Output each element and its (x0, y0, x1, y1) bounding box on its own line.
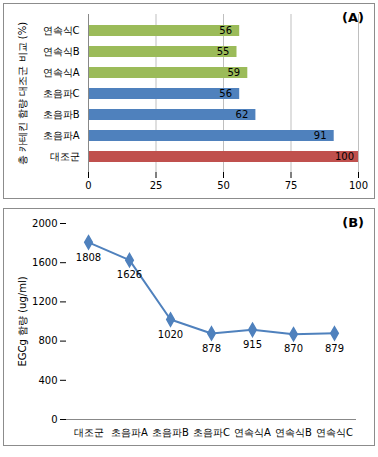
svg-text:50: 50 (217, 180, 230, 191)
svg-text:56: 56 (219, 88, 232, 99)
svg-text:59: 59 (227, 67, 240, 78)
svg-text:1020: 1020 (158, 329, 183, 340)
svg-text:초음파C: 초음파C (193, 427, 230, 438)
svg-text:100: 100 (335, 151, 354, 162)
svg-text:1600: 1600 (32, 257, 57, 268)
html-text:(B): (B) (342, 215, 364, 230)
svg-text:초음파B: 초음파B (43, 109, 80, 120)
svg-text:1200: 1200 (32, 296, 57, 307)
svg-text:55: 55 (217, 46, 230, 57)
svg-text:연속식C: 연속식C (316, 427, 353, 438)
svg-text:연속식A: 연속식A (43, 67, 80, 78)
svg-text:총 카테킨 함량 대조군 비교 (%): 총 카테킨 함량 대조군 비교 (%) (17, 22, 28, 165)
svg-text:연속식A: 연속식A (234, 427, 271, 438)
svg-text:879: 879 (325, 343, 344, 354)
svg-text:400: 400 (38, 375, 57, 386)
svg-text:0: 0 (51, 414, 57, 425)
html-text:(A): (A) (342, 10, 364, 25)
svg-text:25: 25 (150, 180, 163, 191)
svg-text:915: 915 (243, 339, 262, 350)
svg-text:91: 91 (314, 130, 327, 141)
svg-text:2000: 2000 (32, 218, 57, 229)
svg-text:연속식C: 연속식C (43, 25, 80, 36)
svg-text:초음파B: 초음파B (152, 427, 189, 438)
svg-text:62: 62 (236, 109, 249, 120)
svg-text:878: 878 (202, 343, 221, 354)
svg-text:800: 800 (38, 335, 57, 346)
svg-text:75: 75 (285, 180, 298, 191)
svg-text:연속식B: 연속식B (43, 46, 80, 57)
svg-text:EGCg 함량 (ug/ml): EGCg 함량 (ug/ml) (17, 276, 28, 366)
svg-text:870: 870 (284, 343, 303, 354)
svg-text:연속식B: 연속식B (275, 427, 312, 438)
svg-text:100: 100 (349, 180, 368, 191)
svg-text:1626: 1626 (117, 269, 142, 280)
svg-text:1808: 1808 (76, 252, 101, 263)
svg-text:56: 56 (219, 25, 232, 36)
svg-text:초음파A: 초음파A (43, 130, 80, 141)
svg-text:대조군: 대조군 (74, 427, 104, 438)
svg-text:초음파C: 초음파C (43, 88, 80, 99)
svg-text:초음파A: 초음파A (111, 427, 148, 438)
svg-text:대조군: 대조군 (50, 151, 80, 162)
svg-text:0: 0 (85, 180, 91, 191)
